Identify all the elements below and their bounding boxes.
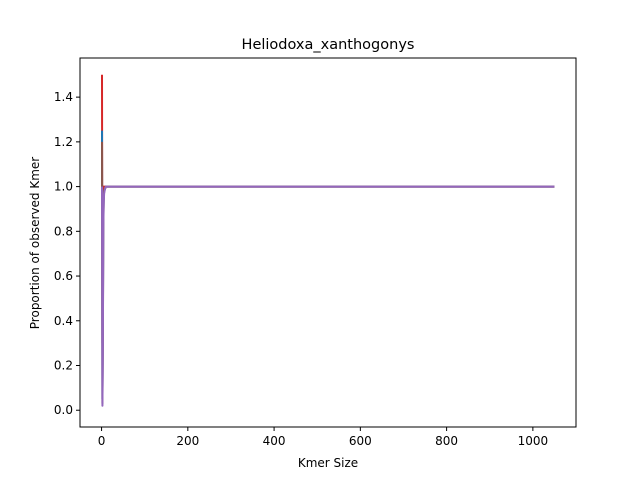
y-axis-ticks: 0.0 0.2 0.4 0.6 0.8 1.0 1.2 1.4 [54, 90, 80, 417]
plot-area [80, 58, 576, 427]
y-axis-label: Proportion of observed Kmer [28, 157, 42, 329]
y-tick-label: 0.4 [54, 314, 73, 328]
x-tick-label: 600 [349, 434, 372, 448]
chart-title: Heliodoxa_xanthogonys [242, 37, 415, 53]
y-tick-label: 1.2 [54, 135, 73, 149]
x-tick-label: 1000 [518, 434, 549, 448]
x-tick-label: 200 [176, 434, 199, 448]
y-tick-label: 0.2 [54, 359, 73, 373]
y-tick-label: 1.4 [54, 90, 73, 104]
x-tick-label: 400 [263, 434, 286, 448]
x-axis-ticks: 0 200 400 600 800 1000 [98, 427, 548, 448]
y-tick-label: 0.8 [54, 224, 73, 238]
x-tick-label: 0 [98, 434, 106, 448]
y-tick-label: 1.0 [54, 180, 73, 194]
y-tick-label: 0.0 [54, 403, 73, 417]
y-tick-label: 0.6 [54, 269, 73, 283]
series-line-4 [101, 185, 555, 407]
x-axis-label: Kmer Size [298, 456, 358, 470]
x-tick-label: 800 [435, 434, 458, 448]
series-layer [101, 74, 555, 407]
plot-frame [79, 57, 577, 428]
